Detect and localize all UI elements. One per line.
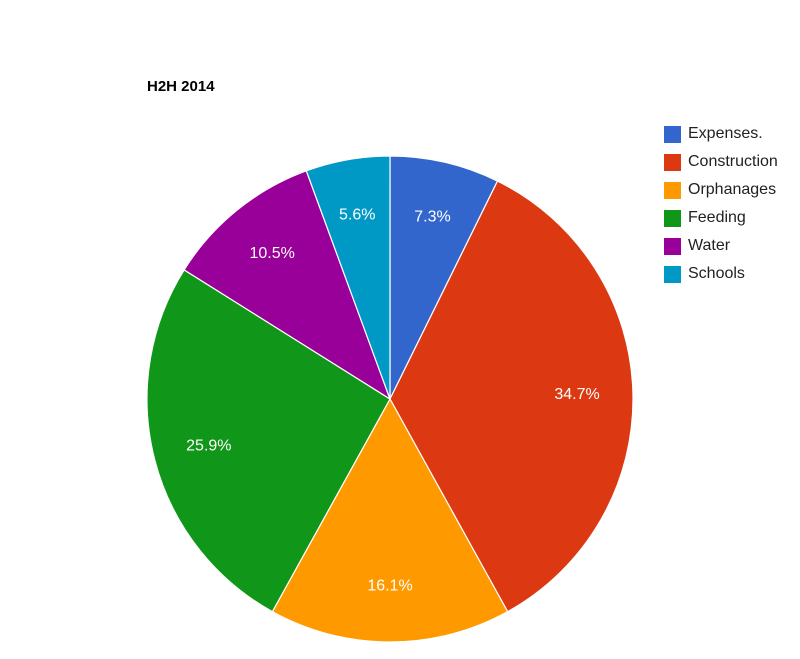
slice-label: 5.6% [339,206,375,223]
chart-legend: Expenses. Construction Orphanages Feeding Wa… [664,124,778,292]
pie-slices [146,155,634,643]
legend-label: Construction [688,153,778,170]
legend-label: Water [688,237,731,254]
slice-label: 25.9% [186,437,231,454]
pie-slice-labels: 7.3% 34.7% 16.1% 25.9% 10.5% 5.6% [186,206,600,594]
legend-item[interactable]: Schools [664,264,778,284]
slice-label: 10.5% [250,245,295,262]
legend-swatch [664,153,681,171]
pie-slice-feeding[interactable] [146,269,391,613]
pie-slice-orphanages[interactable] [271,397,509,643]
slice-label: 34.7% [554,386,599,403]
pie-slice-construction[interactable] [389,180,634,613]
legend-swatch [664,209,681,227]
legend-swatch [664,181,681,199]
legend-label: Schools [688,265,745,282]
pie-slice-schools[interactable] [305,155,391,400]
chart-title: H2H 2014 [147,78,215,95]
slice-label: 16.1% [367,578,412,595]
legend-label: Expenses. [688,125,763,142]
legend-label: Orphanages [688,181,777,198]
legend-item[interactable]: Construction [664,152,778,172]
legend-label: Feeding [688,209,746,226]
legend-item[interactable]: Feeding [664,208,778,228]
legend-swatch [664,125,681,143]
pie-slice-expenses[interactable] [389,155,499,400]
legend-item[interactable]: Orphanages [664,180,778,200]
legend-item[interactable]: Water [664,236,778,256]
legend-swatch [664,265,681,283]
slice-label: 7.3% [414,208,450,225]
pie-slice-water[interactable] [183,170,392,401]
legend-swatch [664,237,681,255]
legend-item[interactable]: Expenses. [664,124,778,144]
